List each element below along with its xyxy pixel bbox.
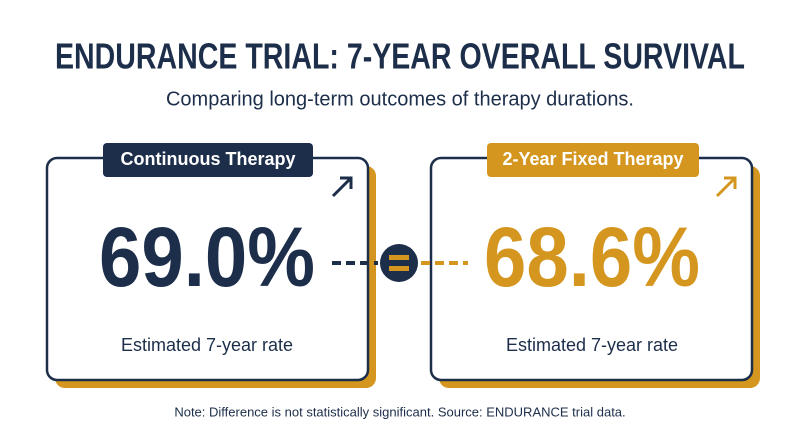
title: ENDURANCE TRIAL: 7-YEAR OVERALL SURVIVAL [55, 36, 745, 77]
card-caption: Estimated 7-year rate [506, 335, 678, 355]
equals-bar [389, 255, 409, 260]
arrow-icon [331, 176, 353, 198]
equals-bar [389, 266, 409, 271]
card-tag [487, 143, 699, 177]
card-caption: Estimated 7-year rate [121, 335, 293, 355]
card-value: 69.0% [99, 210, 315, 304]
subtitle: Comparing long-term outcomes of therapy … [166, 88, 634, 110]
equals-badge [380, 244, 418, 282]
card-label: 2-Year Fixed Therapy [502, 149, 683, 169]
footnote: Note: Difference is not statistically si… [174, 404, 625, 419]
card-value: 68.6% [484, 210, 700, 304]
card-tag [103, 143, 313, 177]
card-label: Continuous Therapy [121, 149, 296, 169]
arrow-icon [715, 176, 737, 198]
